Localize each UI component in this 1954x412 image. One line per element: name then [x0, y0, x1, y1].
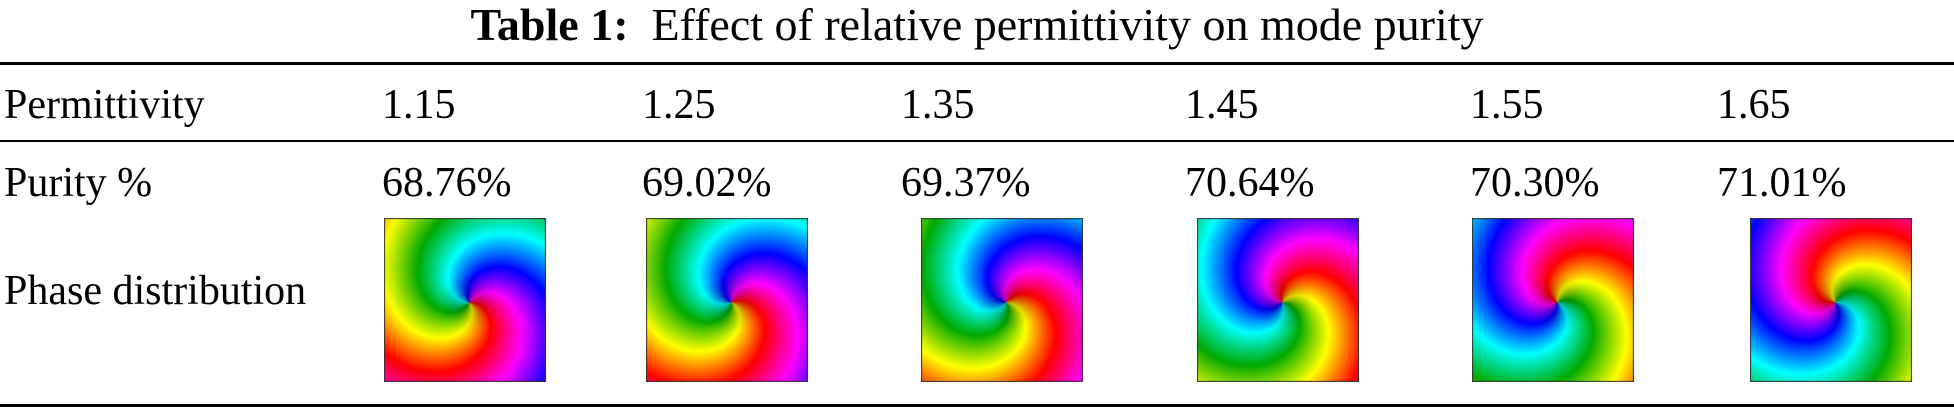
purity-value-5: 70.30% [1470, 160, 1600, 206]
table-caption: Table 1: Effect of relative permittivity… [0, 0, 1954, 48]
bottom-rule [0, 404, 1954, 407]
phase-distribution-image-1 [384, 218, 546, 382]
phase-distribution-image-5 [1472, 218, 1634, 382]
permittivity-value-2: 1.25 [642, 82, 716, 128]
phase-distribution-image-4 [1197, 218, 1359, 382]
permittivity-value-5: 1.55 [1470, 82, 1544, 128]
row-label-permittivity: Permittivity [4, 82, 205, 128]
row-label-phase: Phase distribution [4, 268, 307, 314]
header-rule [0, 140, 1954, 142]
purity-value-3: 69.37% [901, 160, 1031, 206]
phase-distribution-image-2 [646, 218, 808, 382]
purity-value-6: 71.01% [1717, 160, 1847, 206]
purity-value-2: 69.02% [642, 160, 772, 206]
phase-distribution-image-3 [921, 218, 1083, 382]
permittivity-value-1: 1.15 [382, 82, 456, 128]
permittivity-value-4: 1.45 [1185, 82, 1259, 128]
caption-text: Effect of relative permittivity on mode … [651, 0, 1484, 50]
phase-distribution-image-6 [1750, 218, 1912, 382]
permittivity-value-3: 1.35 [901, 82, 975, 128]
caption-label: Table 1: [470, 0, 629, 50]
row-label-purity: Purity % [4, 160, 153, 206]
top-rule [0, 62, 1954, 65]
purity-value-4: 70.64% [1185, 160, 1315, 206]
permittivity-value-6: 1.65 [1717, 82, 1791, 128]
purity-value-1: 68.76% [382, 160, 512, 206]
